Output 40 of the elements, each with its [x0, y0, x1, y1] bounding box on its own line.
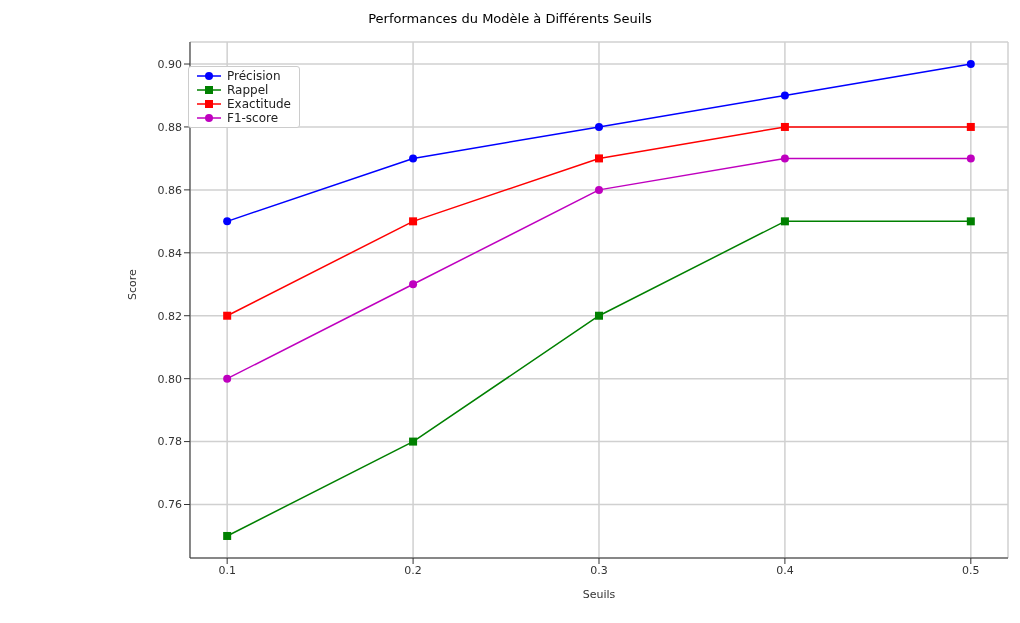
y-tick-label: 0.84: [157, 246, 182, 260]
point: [780, 91, 789, 100]
legend-label: F1-score: [227, 111, 279, 125]
x-tick-label: 0.3: [590, 563, 608, 577]
point: [594, 185, 603, 194]
point: [966, 217, 975, 226]
point: [223, 374, 232, 383]
point: [409, 154, 418, 163]
point: [594, 122, 603, 131]
y-tick-label: 0.76: [157, 498, 182, 512]
legend-label: Rappel: [227, 83, 269, 97]
y-tick-label: 0.90: [157, 57, 182, 71]
point: [966, 60, 975, 69]
y-axis-title: Score: [125, 268, 139, 300]
y-tick-label: 0.82: [157, 309, 182, 323]
point: [780, 154, 789, 163]
point: [966, 122, 975, 131]
y-tick-label: 0.86: [157, 183, 182, 197]
x-tick-label: 0.4: [776, 563, 794, 577]
point: [966, 154, 975, 163]
point: [223, 311, 232, 320]
point: [780, 217, 789, 226]
x-tick-label: 0.2: [404, 563, 422, 577]
point: [594, 154, 603, 163]
legend-label: Exactitude: [227, 97, 291, 111]
x-axis-title: Seuils: [582, 588, 616, 601]
y-tick-label: 0.80: [157, 372, 182, 386]
point: [409, 437, 418, 446]
x-tick-label: 0.5: [962, 563, 980, 577]
point: [594, 311, 603, 320]
point: [223, 217, 232, 226]
point: [409, 217, 418, 226]
point: [409, 280, 418, 289]
x-tick-label: 0.1: [218, 563, 236, 577]
y-tick-label: 0.88: [157, 120, 182, 134]
point: [223, 531, 232, 540]
chart-title: Performances du Modèle à Différents Seuils: [367, 10, 653, 28]
legend-label: Précision: [227, 69, 281, 83]
y-tick-label: 0.78: [157, 435, 182, 449]
point: [780, 122, 789, 131]
